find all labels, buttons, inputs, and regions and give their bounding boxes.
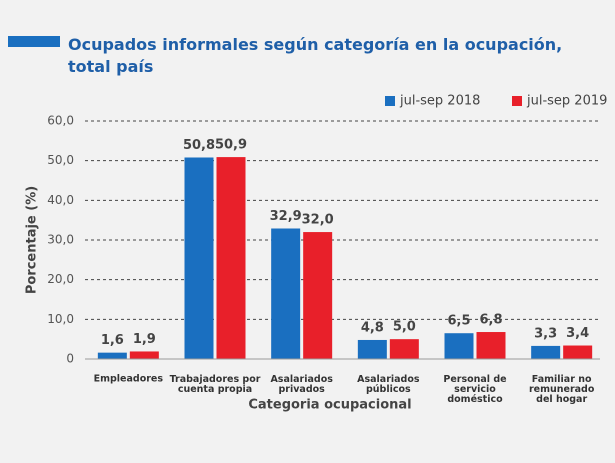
bar: [444, 333, 474, 359]
legend-label: jul-sep 2019: [526, 94, 607, 109]
y-tick-label: 60,0: [47, 114, 74, 128]
bar: [476, 332, 506, 359]
bar: [531, 345, 561, 359]
value-label: 32,9: [270, 209, 302, 224]
x-tick-label: Asalariados públicos: [357, 374, 420, 395]
bar: [563, 345, 593, 359]
y-tick-label: 10,0: [47, 312, 74, 326]
x-tick-label: Trabajadores por cuenta propia: [170, 374, 261, 395]
value-label: 4,8: [361, 320, 384, 335]
bar: [184, 157, 214, 359]
y-tick-label: 20,0: [47, 272, 74, 286]
y-axis-label: Porcentaje (%): [25, 186, 40, 294]
legend-swatch: [512, 96, 522, 106]
value-label: 6,8: [479, 313, 502, 328]
title-decoration: [8, 36, 60, 47]
x-axis-label: Categoria ocupacional: [248, 398, 411, 413]
bar: [129, 351, 159, 359]
value-label: 32,0: [302, 213, 334, 228]
x-tick-label: Empleadores: [94, 374, 164, 385]
bar: [357, 339, 387, 359]
x-tick-label: Asalariados privados: [270, 374, 333, 395]
legend-label: jul-sep 2018: [399, 94, 480, 109]
value-label: 1,9: [133, 332, 156, 347]
value-label: 1,6: [101, 333, 124, 348]
y-tick-label: 0: [66, 352, 74, 366]
bar: [216, 157, 246, 359]
value-label: 50,9: [215, 138, 247, 153]
x-tick-label: Personal de servicio doméstico: [443, 374, 506, 405]
bar: [303, 232, 333, 359]
y-tick-label: 30,0: [47, 233, 74, 247]
chart-title: Ocupados informales según categoría en l…: [68, 35, 562, 76]
value-label: 3,4: [566, 326, 589, 341]
y-tick-label: 50,0: [47, 153, 74, 167]
y-tick-label: 40,0: [47, 193, 74, 207]
value-label: 5,0: [393, 320, 416, 335]
bar: [97, 352, 127, 359]
value-label: 3,3: [534, 326, 557, 341]
x-tick-label: Familiar no remunerado del hogar: [529, 374, 595, 405]
value-label: 50,8: [183, 138, 215, 153]
bar: [271, 228, 301, 359]
bar: [389, 339, 419, 359]
legend-swatch: [385, 96, 395, 106]
value-label: 6,5: [447, 314, 470, 329]
